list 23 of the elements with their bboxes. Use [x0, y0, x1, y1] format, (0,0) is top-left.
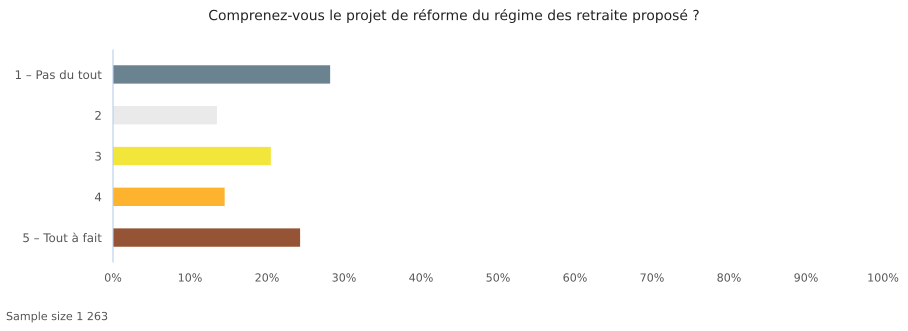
x-tick-label: 70% [640, 273, 664, 282]
x-tick-label: 10% [178, 273, 202, 282]
y-tick-label: 5 – Tout à fait [23, 232, 102, 242]
y-tick-label: 4 [94, 192, 102, 202]
x-tick-label: 20% [255, 273, 279, 282]
bar [113, 106, 217, 124]
bar [113, 188, 225, 206]
y-tick-label: 3 [95, 152, 101, 161]
bar [113, 228, 300, 247]
bar [113, 146, 271, 166]
x-tick-label: 30% [332, 273, 356, 282]
x-tick-label: 90% [794, 273, 818, 282]
bar [113, 65, 330, 84]
y-tick-label: 1 – Pas du tout [16, 70, 102, 80]
x-tick-label: 80% [717, 273, 741, 282]
chart-title: Comprenez-vous le projet de réforme du régime des retraite proposé ? [209, 9, 699, 23]
text: Sample size 1 263 [6, 312, 108, 322]
x-tick-label: 60% [563, 273, 587, 282]
x-tick-label: 50% [486, 273, 510, 282]
x-tick-label: 100% [868, 273, 898, 282]
x-tick-label: 40% [409, 273, 433, 282]
x-tick-label: 0% [104, 273, 122, 282]
y-tick-label: 2 [95, 110, 101, 120]
